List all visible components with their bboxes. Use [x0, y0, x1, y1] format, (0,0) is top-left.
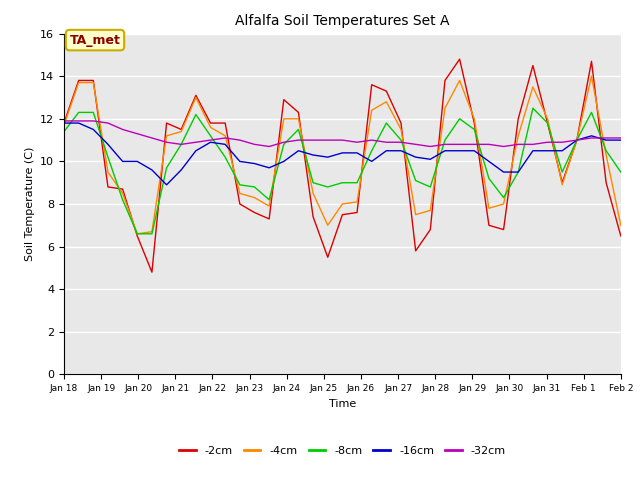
Text: TA_met: TA_met — [70, 34, 120, 47]
Title: Alfalfa Soil Temperatures Set A: Alfalfa Soil Temperatures Set A — [235, 14, 450, 28]
X-axis label: Time: Time — [329, 399, 356, 408]
Legend: -2cm, -4cm, -8cm, -16cm, -32cm: -2cm, -4cm, -8cm, -16cm, -32cm — [175, 441, 510, 460]
Y-axis label: Soil Temperature (C): Soil Temperature (C) — [24, 147, 35, 261]
